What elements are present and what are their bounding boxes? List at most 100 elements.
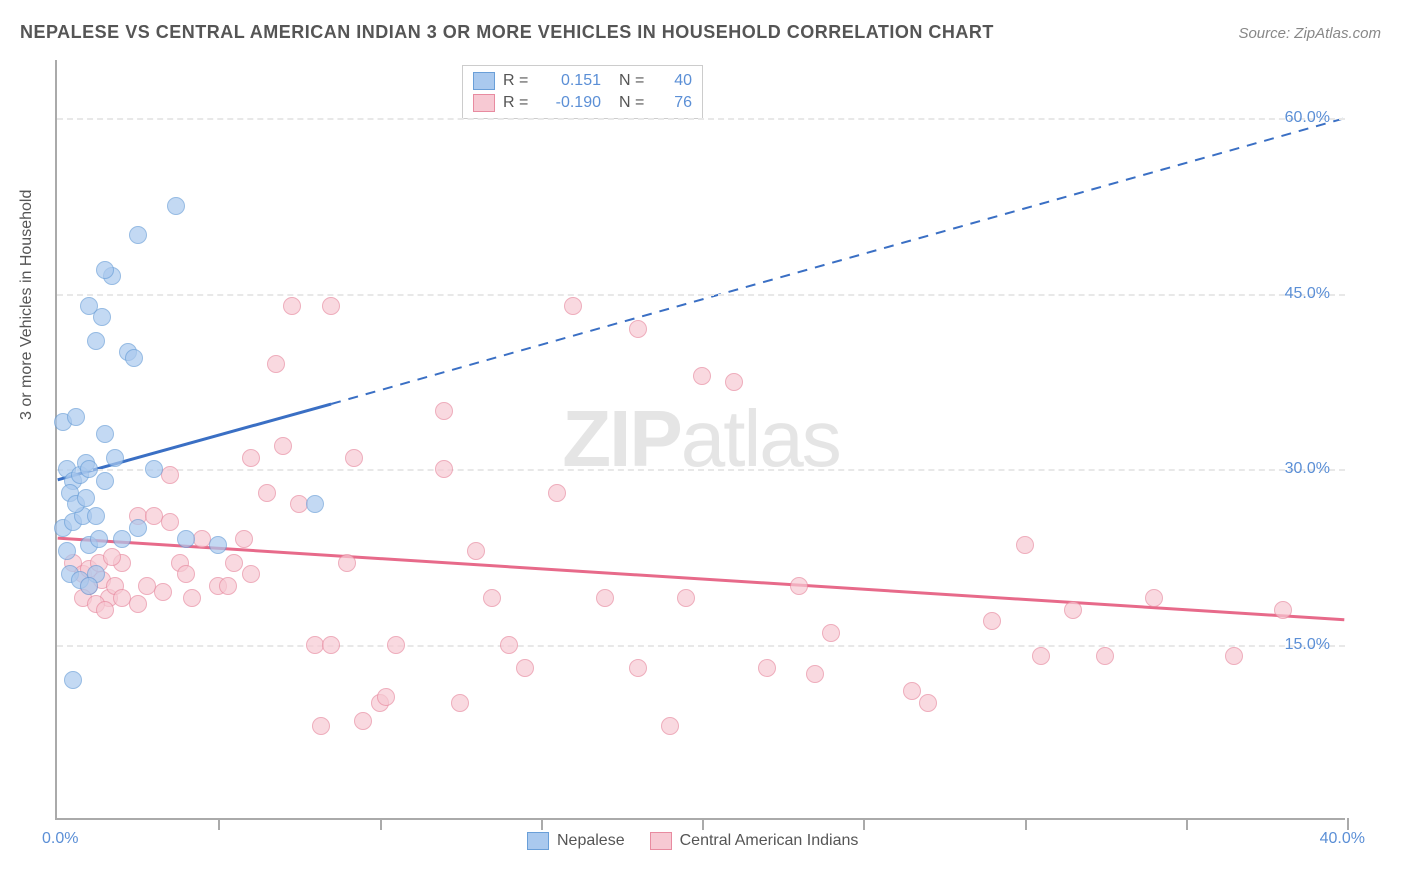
n-value-nepalese: 40 xyxy=(662,72,692,90)
data-point-cai xyxy=(629,659,647,677)
data-point-cai xyxy=(219,577,237,595)
y-tick-label: 30.0% xyxy=(1285,460,1330,478)
plot-area: ZIPatlas R = 0.151 N = 40 R = -0.190 N =… xyxy=(55,60,1345,820)
data-point-nepalese xyxy=(177,530,195,548)
trend-lines xyxy=(57,60,1345,818)
data-point-cai xyxy=(467,542,485,560)
swatch-nepalese xyxy=(473,72,495,90)
correlation-legend: R = 0.151 N = 40 R = -0.190 N = 76 xyxy=(462,65,703,119)
data-point-nepalese xyxy=(90,530,108,548)
data-point-nepalese xyxy=(80,577,98,595)
legend-item-cai: Central American Indians xyxy=(650,832,859,850)
data-point-cai xyxy=(725,373,743,391)
grid-line xyxy=(57,118,1345,120)
data-point-cai xyxy=(103,548,121,566)
data-point-nepalese xyxy=(145,460,163,478)
data-point-cai xyxy=(1145,589,1163,607)
chart-container: NEPALESE VS CENTRAL AMERICAN INDIAN 3 OR… xyxy=(0,0,1406,892)
x-tick xyxy=(218,818,220,830)
data-point-cai xyxy=(451,694,469,712)
data-point-nepalese xyxy=(96,425,114,443)
data-point-cai xyxy=(235,530,253,548)
data-point-cai xyxy=(483,589,501,607)
r-label: R = xyxy=(503,94,533,112)
data-point-nepalese xyxy=(80,460,98,478)
data-point-cai xyxy=(338,554,356,572)
data-point-cai xyxy=(345,449,363,467)
data-point-nepalese xyxy=(129,226,147,244)
data-point-nepalese xyxy=(209,536,227,554)
x-tick xyxy=(863,818,865,830)
legend-label-cai: Central American Indians xyxy=(680,832,859,850)
data-point-nepalese xyxy=(87,507,105,525)
data-point-cai xyxy=(267,355,285,373)
x-tick xyxy=(702,818,704,830)
y-tick-label: 45.0% xyxy=(1285,285,1330,303)
data-point-cai xyxy=(435,402,453,420)
data-point-cai xyxy=(258,484,276,502)
data-point-cai xyxy=(661,717,679,735)
x-min-label: 0.0% xyxy=(42,830,78,848)
grid-line xyxy=(57,645,1345,647)
data-point-cai xyxy=(322,297,340,315)
n-label: N = xyxy=(619,94,654,112)
data-point-cai xyxy=(161,466,179,484)
data-point-cai xyxy=(242,565,260,583)
data-point-nepalese xyxy=(80,297,98,315)
data-point-cai xyxy=(387,636,405,654)
data-point-cai xyxy=(283,297,301,315)
x-tick xyxy=(1186,818,1188,830)
data-point-cai xyxy=(177,565,195,583)
data-point-cai xyxy=(1274,601,1292,619)
data-point-nepalese xyxy=(96,472,114,490)
x-tick xyxy=(541,818,543,830)
data-point-cai xyxy=(1032,647,1050,665)
legend-row-cai: R = -0.190 N = 76 xyxy=(473,92,692,114)
data-point-cai xyxy=(806,665,824,683)
data-point-cai xyxy=(435,460,453,478)
chart-title: NEPALESE VS CENTRAL AMERICAN INDIAN 3 OR… xyxy=(20,22,994,43)
data-point-cai xyxy=(790,577,808,595)
data-point-cai xyxy=(354,712,372,730)
data-point-cai xyxy=(596,589,614,607)
data-point-nepalese xyxy=(64,671,82,689)
swatch-nepalese xyxy=(527,832,549,850)
data-point-cai xyxy=(225,554,243,572)
x-max-label: 40.0% xyxy=(1320,830,1365,848)
data-point-cai xyxy=(693,367,711,385)
data-point-cai xyxy=(516,659,534,677)
data-point-cai xyxy=(154,583,172,601)
data-point-cai xyxy=(1064,601,1082,619)
data-point-cai xyxy=(564,297,582,315)
y-tick-label: 15.0% xyxy=(1285,636,1330,654)
data-point-nepalese xyxy=(96,261,114,279)
data-point-cai xyxy=(1225,647,1243,665)
data-point-cai xyxy=(1096,647,1114,665)
data-point-cai xyxy=(242,449,260,467)
data-point-cai xyxy=(629,320,647,338)
data-point-cai xyxy=(919,694,937,712)
n-value-cai: 76 xyxy=(662,94,692,112)
x-tick xyxy=(1025,818,1027,830)
data-point-cai xyxy=(96,601,114,619)
legend-row-nepalese: R = 0.151 N = 40 xyxy=(473,70,692,92)
data-point-nepalese xyxy=(129,519,147,537)
data-point-nepalese xyxy=(167,197,185,215)
data-point-cai xyxy=(500,636,518,654)
data-point-cai xyxy=(903,682,921,700)
legend-item-nepalese: Nepalese xyxy=(527,832,625,850)
data-point-cai xyxy=(822,624,840,642)
data-point-nepalese xyxy=(58,542,76,560)
data-point-nepalese xyxy=(67,408,85,426)
data-point-cai xyxy=(274,437,292,455)
data-point-cai xyxy=(377,688,395,706)
series-legend: Nepalese Central American Indians xyxy=(527,832,858,850)
data-point-nepalese xyxy=(87,332,105,350)
x-tick xyxy=(1347,818,1349,830)
data-point-nepalese xyxy=(125,349,143,367)
data-point-cai xyxy=(322,636,340,654)
data-point-cai xyxy=(129,595,147,613)
data-point-cai xyxy=(758,659,776,677)
data-point-cai xyxy=(183,589,201,607)
r-value-cai: -0.190 xyxy=(541,94,601,112)
